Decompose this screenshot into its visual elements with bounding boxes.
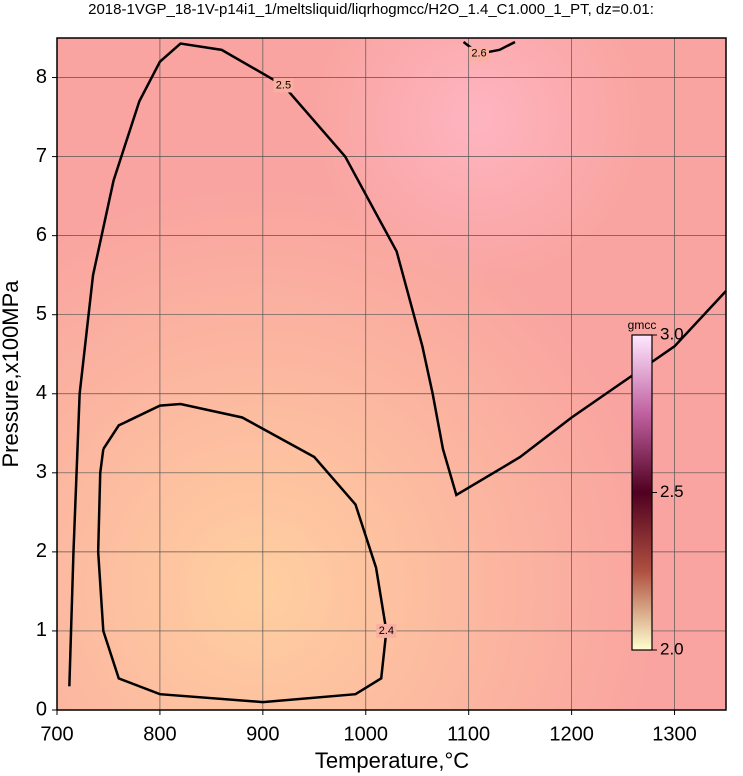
plot-highlight xyxy=(57,38,726,710)
y-tick-label: 3 xyxy=(36,461,47,483)
x-tick-label: 700 xyxy=(40,723,73,745)
y-tick-label: 7 xyxy=(36,145,47,167)
x-tick-label: 800 xyxy=(143,723,176,745)
y-tick-label: 1 xyxy=(36,619,47,641)
colorbar-tick-label: 3.0 xyxy=(660,324,684,343)
y-tick-label: 6 xyxy=(36,224,47,246)
y-tick-label: 5 xyxy=(36,303,47,325)
x-tick-label: 1200 xyxy=(549,723,594,745)
colorbar-tick-label: 2.0 xyxy=(660,639,684,658)
contour-label-bg xyxy=(468,46,489,61)
y-tick-label: 0 xyxy=(36,698,47,720)
contour-label-bg xyxy=(376,623,397,638)
y-tick-label: 2 xyxy=(36,540,47,562)
colorbar xyxy=(631,334,653,651)
colorbar-label: gmcc xyxy=(628,318,657,332)
contour-line xyxy=(96,402,388,704)
y-tick-label: 4 xyxy=(36,382,47,404)
x-tick-label: 1100 xyxy=(447,723,490,745)
y-axis-label: Pressure,x100MPa xyxy=(0,280,23,468)
chart-title: 2018-1VGP_18-1V-p14i1_1/meltsliquid/liqr… xyxy=(88,1,654,18)
x-tick-label: 1300 xyxy=(652,723,697,745)
x-tick-label: 900 xyxy=(246,723,279,745)
y-tick-label: 8 xyxy=(36,66,47,88)
contour-label: 2.4 xyxy=(379,625,394,637)
contour-label-bg xyxy=(273,78,294,93)
contour-label: 2.6 xyxy=(471,48,486,60)
x-axis-label: Temperature,°C xyxy=(315,748,469,773)
colorbar-tick-label: 2.5 xyxy=(660,482,684,501)
contour-label: 2.5 xyxy=(276,79,291,91)
plot-frame xyxy=(56,37,727,711)
x-tick-label: 1000 xyxy=(344,723,389,745)
contour-line xyxy=(68,42,727,687)
